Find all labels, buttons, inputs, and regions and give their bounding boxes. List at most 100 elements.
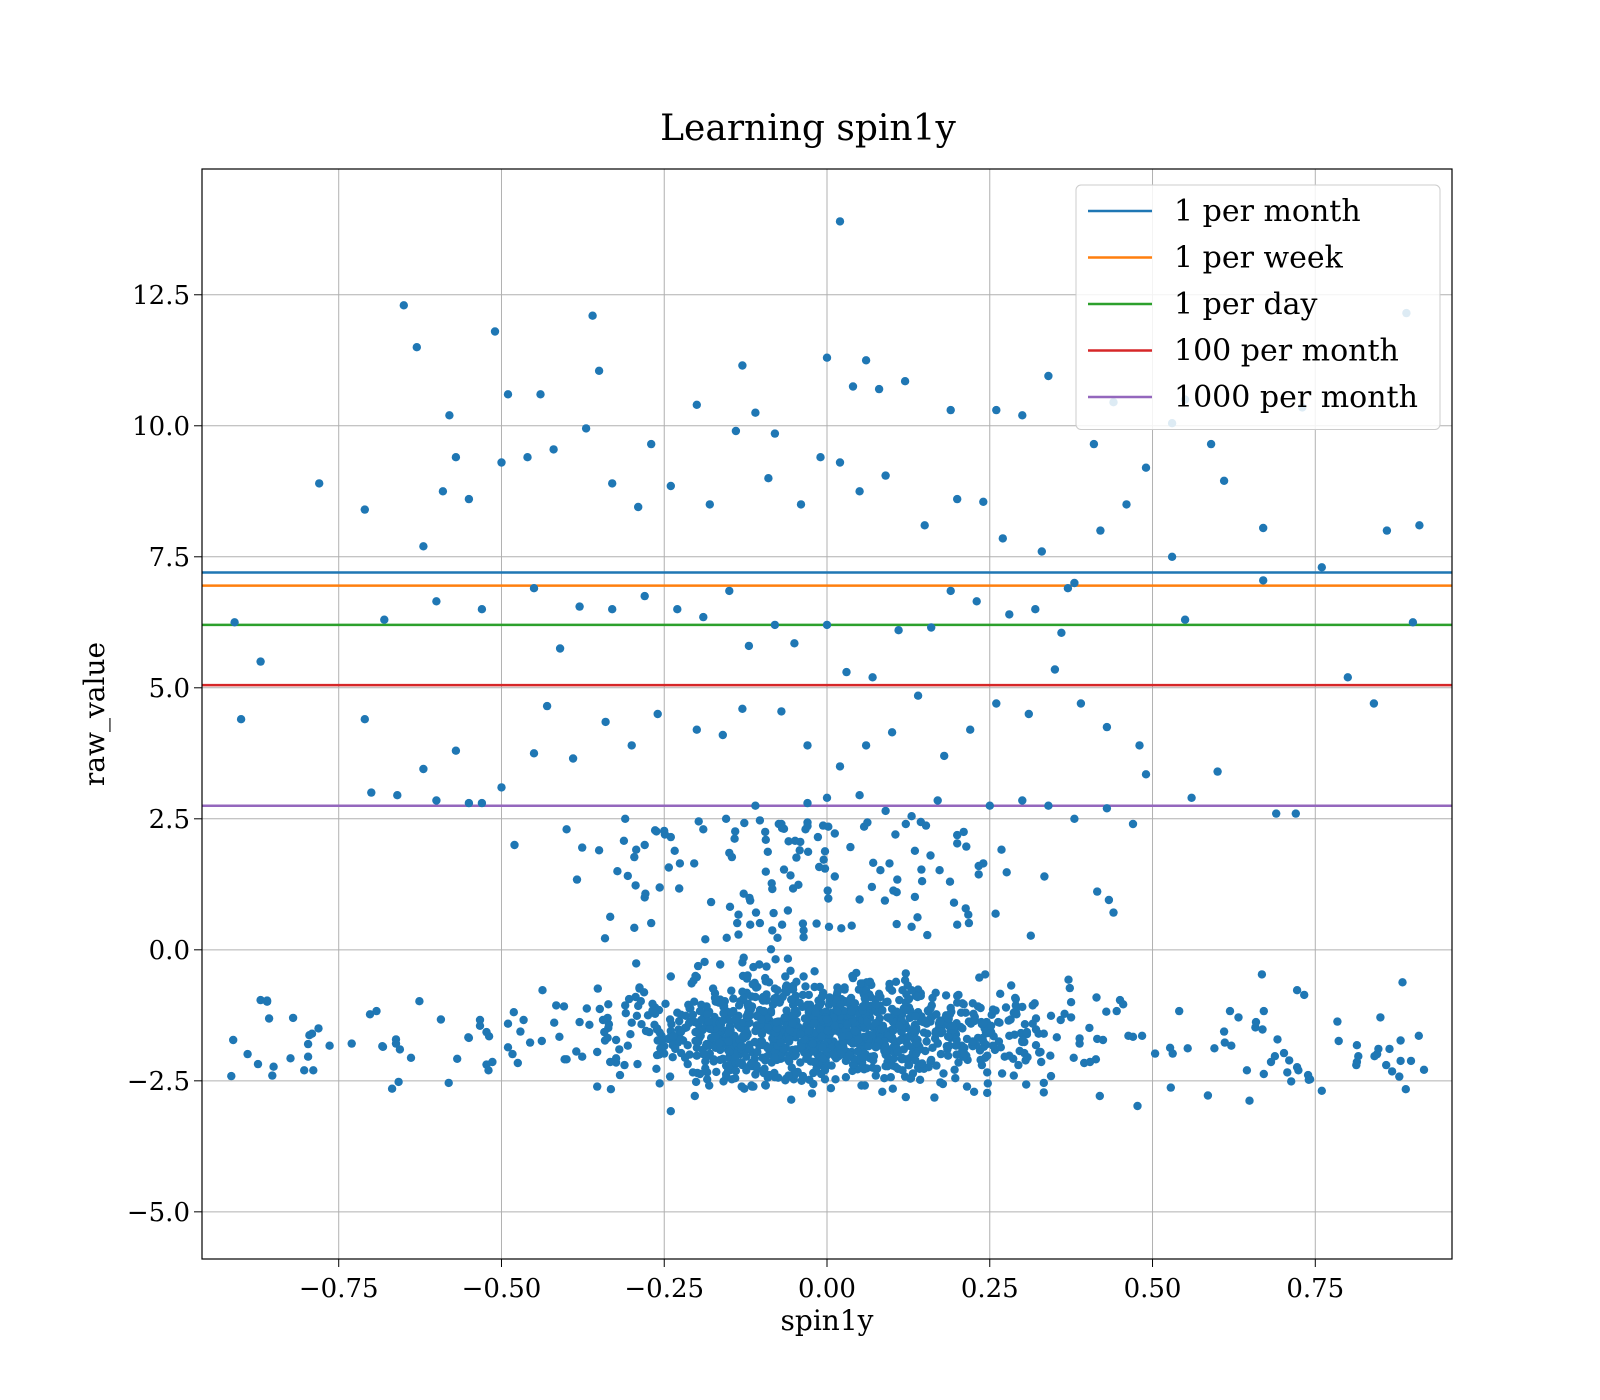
data-point [1046, 1011, 1056, 1020]
data-point [992, 699, 1001, 708]
data-point [1396, 1036, 1405, 1045]
data-point [1387, 1067, 1397, 1076]
data-point [846, 842, 855, 852]
data-point [1010, 1030, 1019, 1039]
data-point [913, 992, 922, 1002]
x-tick-label: −0.75 [299, 1274, 379, 1304]
data-point [1050, 665, 1060, 674]
data-point [675, 884, 684, 893]
data-point [950, 1065, 959, 1075]
y-tick-label: 2.5 [149, 805, 190, 835]
data-point [911, 1012, 920, 1021]
data-point [1070, 814, 1079, 823]
data-point [803, 821, 812, 831]
data-point [737, 1082, 746, 1091]
data-point [1096, 526, 1105, 535]
data-point [503, 1043, 513, 1052]
data-point [983, 1088, 992, 1098]
data-point [637, 1019, 646, 1029]
data-point [764, 474, 773, 483]
data-point [891, 977, 901, 986]
data-point [777, 920, 787, 929]
data-point [550, 1018, 559, 1027]
data-point [660, 830, 670, 839]
data-point [477, 798, 487, 808]
data-point [529, 584, 539, 593]
data-point [946, 1003, 955, 1013]
data-point [751, 801, 760, 810]
data-point [739, 889, 748, 898]
data-point [810, 982, 819, 992]
data-point [1354, 1052, 1363, 1061]
data-point [827, 1061, 836, 1070]
data-point [1258, 1025, 1267, 1034]
data-point [969, 1087, 979, 1097]
data-point [939, 1069, 948, 1078]
data-point [864, 1042, 873, 1051]
data-point [677, 1027, 686, 1036]
data-point [631, 881, 640, 890]
data-point [888, 1084, 897, 1093]
data-point [835, 458, 845, 467]
data-point [734, 1058, 744, 1068]
data-point [945, 1041, 954, 1050]
data-point [690, 859, 699, 868]
data-point [859, 1053, 868, 1063]
data-point [958, 1024, 967, 1033]
data-point [725, 586, 734, 596]
data-point [762, 962, 771, 971]
data-point [874, 384, 884, 394]
data-point [575, 1017, 584, 1027]
data-point [1018, 1036, 1027, 1045]
data-point [604, 1000, 613, 1009]
data-point [1037, 1057, 1046, 1067]
data-point [1203, 1091, 1213, 1100]
data-point [634, 502, 643, 512]
data-point [770, 429, 780, 438]
data-point [529, 749, 539, 758]
data-point [845, 1050, 854, 1060]
data-point [309, 1066, 318, 1075]
data-point [894, 626, 903, 635]
data-point [1283, 1068, 1292, 1077]
data-point [896, 1035, 905, 1045]
data-point [892, 919, 901, 929]
data-point [920, 521, 929, 530]
data-point [812, 919, 821, 928]
data-point [764, 1070, 774, 1080]
data-point [367, 788, 376, 797]
data-point [647, 439, 656, 449]
data-point [399, 301, 408, 310]
data-point [733, 918, 742, 928]
data-point [738, 958, 747, 967]
data-point [655, 1079, 664, 1088]
data-point [1257, 970, 1267, 979]
data-point [1018, 1002, 1027, 1012]
data-point [848, 382, 858, 391]
data-point [962, 842, 971, 851]
data-point [766, 945, 776, 954]
data-point [841, 1073, 851, 1082]
data-point [256, 995, 265, 1005]
data-point [1044, 371, 1053, 381]
data-point [889, 1054, 899, 1063]
data-point [640, 591, 649, 601]
data-point [795, 846, 804, 855]
data-point [869, 1052, 879, 1061]
data-point [1075, 1039, 1084, 1048]
data-point [406, 1053, 416, 1063]
data-point [347, 1039, 356, 1048]
data-point [860, 994, 869, 1003]
data-point [790, 1005, 800, 1015]
data-point [734, 1001, 744, 1010]
data-point [747, 1058, 756, 1068]
data-point [552, 1001, 561, 1010]
data-point [979, 859, 988, 868]
data-point [536, 390, 545, 399]
data-point [872, 1042, 881, 1052]
data-point [497, 783, 506, 792]
data-point [835, 1049, 845, 1058]
data-point [603, 1033, 612, 1043]
data-point [922, 1037, 931, 1046]
data-point [755, 918, 765, 928]
